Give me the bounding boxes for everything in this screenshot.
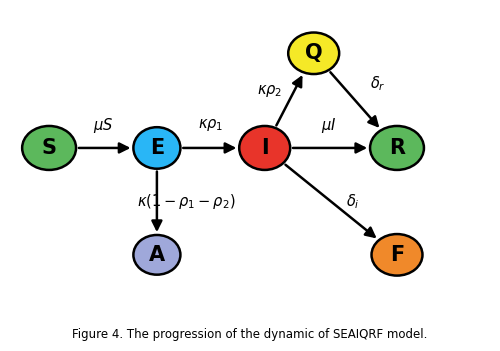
Text: F: F (390, 245, 404, 265)
Text: Figure 4. The progression of the dynamic of SEAIQRF model.: Figure 4. The progression of the dynamic… (72, 328, 428, 341)
Text: E: E (150, 138, 164, 158)
Ellipse shape (134, 235, 180, 275)
Text: $\mu S$: $\mu S$ (93, 115, 113, 134)
Text: $\delta_i$: $\delta_i$ (346, 192, 360, 211)
Ellipse shape (288, 33, 339, 74)
Text: I: I (261, 138, 268, 158)
Ellipse shape (134, 127, 180, 169)
Ellipse shape (372, 234, 422, 276)
Text: $\kappa\rho_2$: $\kappa\rho_2$ (257, 84, 282, 99)
Ellipse shape (370, 126, 424, 170)
Ellipse shape (239, 126, 290, 170)
Text: Q: Q (305, 43, 322, 63)
Text: R: R (389, 138, 405, 158)
Text: $\delta_r$: $\delta_r$ (370, 74, 385, 93)
Text: A: A (149, 245, 165, 265)
Ellipse shape (22, 126, 76, 170)
Text: $\mu I$: $\mu I$ (320, 115, 336, 134)
Text: $\kappa(1-\rho_1-\rho_2)$: $\kappa(1-\rho_1-\rho_2)$ (137, 192, 235, 211)
Text: S: S (42, 138, 56, 158)
Text: $\kappa\rho_1$: $\kappa\rho_1$ (198, 117, 224, 133)
